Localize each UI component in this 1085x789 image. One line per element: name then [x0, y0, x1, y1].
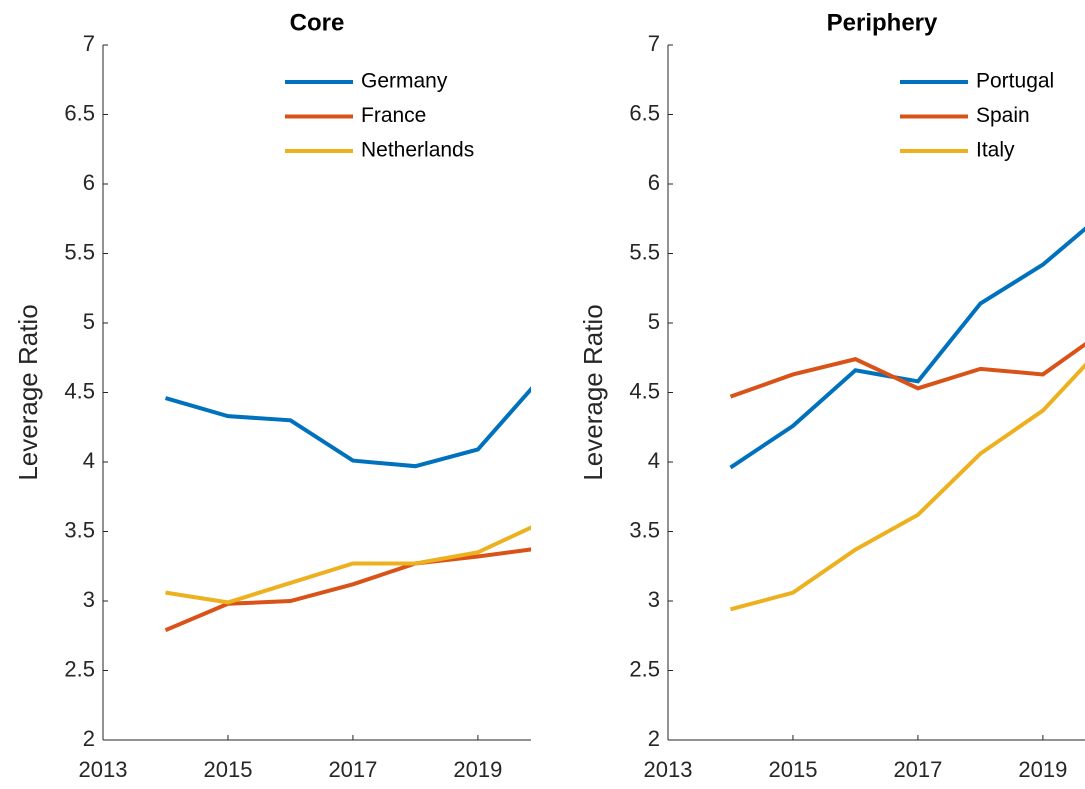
y-tick-label: 6 [83, 170, 95, 195]
series-line [165, 525, 531, 605]
y-tick-label: 4.5 [64, 378, 95, 403]
y-tick-label: 5 [83, 309, 95, 334]
y-tick-label: 2 [83, 726, 95, 751]
chart-title: Core [290, 9, 345, 36]
legend-label: Netherlands [361, 139, 474, 162]
x-tick-label: 2013 [644, 757, 693, 782]
series-line [164, 547, 531, 633]
x-tick-label: 2013 [79, 757, 128, 782]
y-tick-label: 3.5 [64, 517, 95, 542]
series-line [164, 386, 531, 469]
y-tick-label: 2 [648, 726, 660, 751]
y-tick-label: 5.5 [629, 239, 660, 264]
y-tick-label: 3 [648, 587, 660, 612]
series-line [729, 226, 1085, 470]
y-tick-label: 5 [648, 309, 660, 334]
legend-label: Germany [361, 70, 448, 93]
legend-label: France [361, 104, 426, 127]
series-line [729, 341, 1085, 399]
x-tick-label: 2015 [203, 757, 252, 782]
chart-title: Periphery [827, 9, 938, 36]
chart-panel: Periphery Leverage Ratio 2 2.5 3 3.5 4 4.5 5 5.5 6… [578, 9, 1085, 782]
y-axis-label: Leverage Ratio [13, 304, 43, 480]
legend-label: Portugal [976, 70, 1054, 93]
x-tick-label: 2017 [893, 757, 942, 782]
y-tick-label: 4 [83, 448, 95, 473]
legend-label: Italy [976, 139, 1015, 162]
x-tick-label: 2017 [328, 757, 377, 782]
x-tick-label: 2019 [1018, 757, 1067, 782]
y-tick-label: 6.5 [629, 100, 660, 125]
y-tick-label: 6 [648, 170, 660, 195]
legend-label: Spain [976, 104, 1030, 127]
chart-panel: Core Leverage Ratio 2 2.5 3 3.5 4 4.5 5 5.5 6 6.5 7 2… [13, 9, 531, 782]
y-tick-label: 4 [648, 448, 660, 473]
y-tick-label: 3.5 [629, 517, 660, 542]
y-tick-label: 6.5 [64, 100, 95, 125]
y-tick-label: 4.5 [629, 378, 660, 403]
y-tick-label: 3 [83, 587, 95, 612]
y-tick-label: 2.5 [64, 656, 95, 681]
x-tick-label: 2015 [768, 757, 817, 782]
x-tick-label: 2019 [453, 757, 502, 782]
y-tick-label: 5.5 [64, 239, 95, 264]
y-tick-label: 2.5 [629, 656, 660, 681]
series-line [729, 362, 1085, 612]
y-tick-label: 7 [83, 31, 95, 56]
y-tick-label: 7 [648, 31, 660, 56]
y-axis-label: Leverage Ratio [578, 304, 608, 480]
